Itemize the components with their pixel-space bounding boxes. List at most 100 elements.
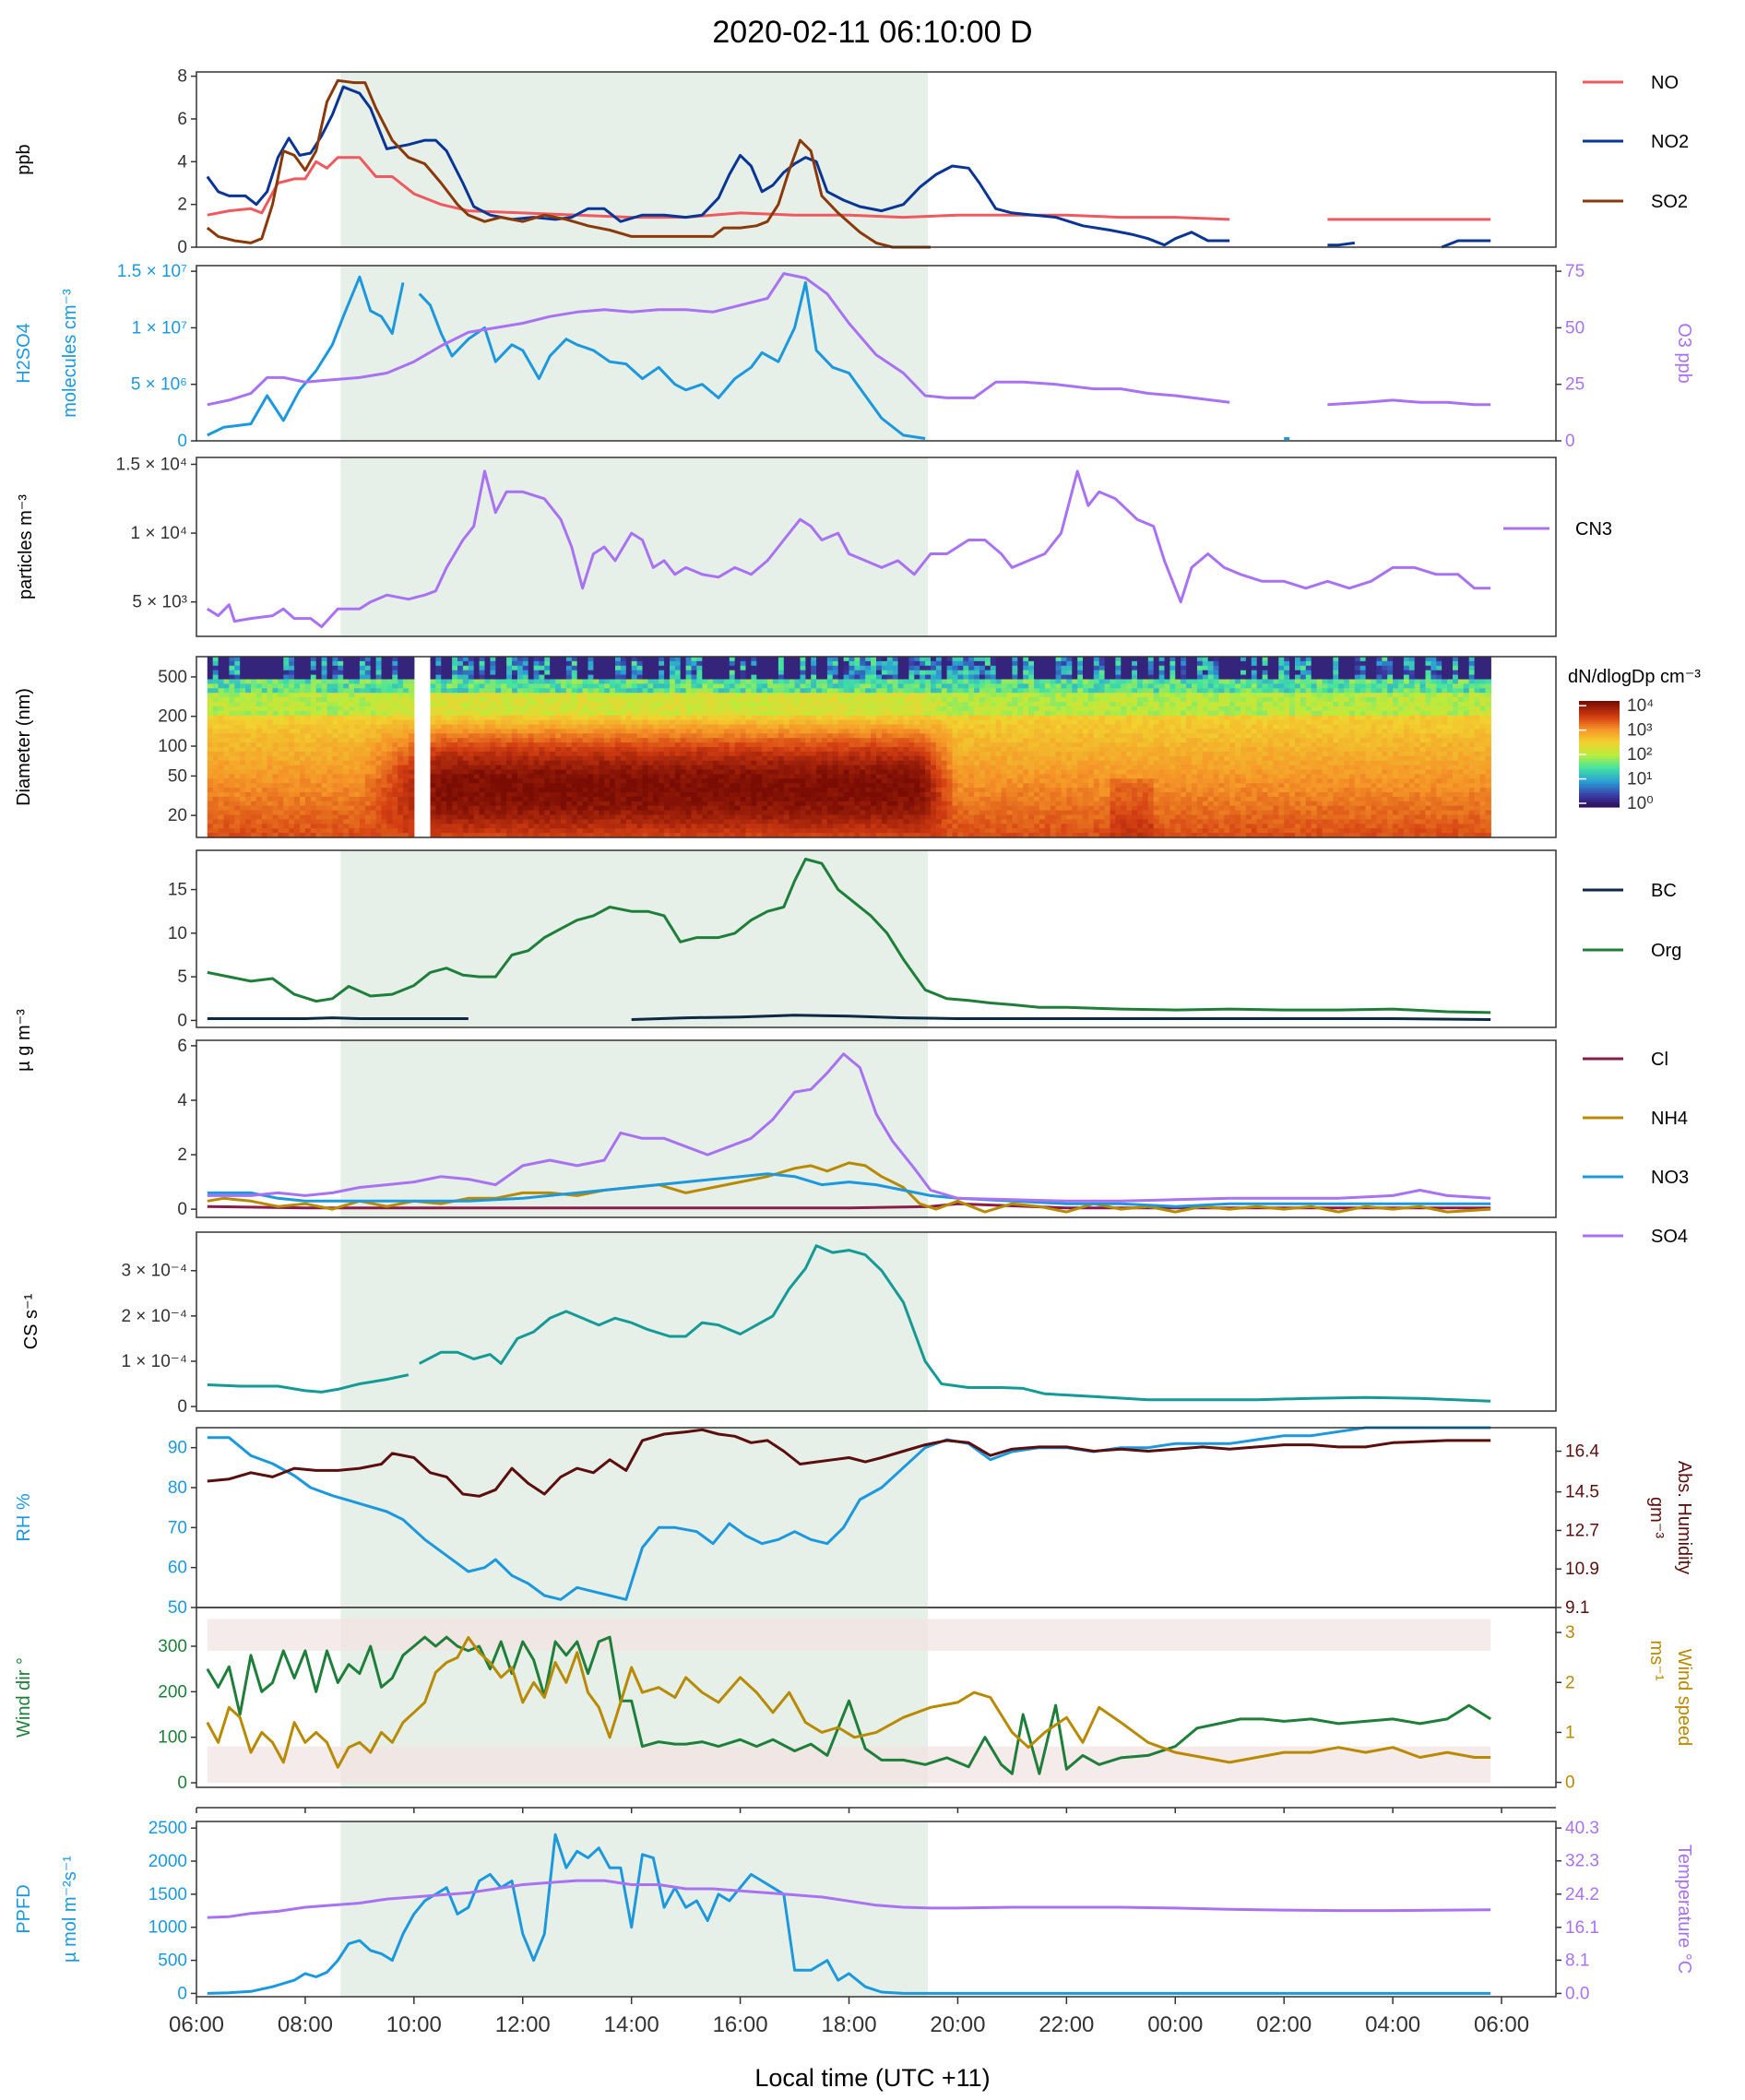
heatmap-cell (403, 805, 410, 812)
heatmap-cell (234, 805, 241, 812)
heatmap-cell (691, 724, 697, 730)
heatmap-cell (435, 688, 442, 694)
heatmap-cell (816, 719, 823, 726)
heatmap-cell (740, 774, 747, 779)
heatmap-cell (876, 774, 883, 779)
heatmap-cell (865, 674, 872, 681)
heatmap-cell (533, 724, 540, 730)
heatmap-cell (713, 697, 719, 703)
heatmap-cell (702, 674, 708, 681)
heatmap-cell (696, 778, 703, 784)
heatmap-cell (800, 769, 806, 775)
heatmap-cell (849, 755, 855, 762)
heatmap-cell (670, 688, 676, 694)
heatmap-cell (343, 788, 350, 793)
heatmap-cell (588, 819, 594, 825)
heatmap-cell (479, 833, 486, 838)
heatmap-cell (886, 765, 894, 771)
heatmap-cell (533, 801, 540, 807)
heatmap-cell (599, 724, 605, 730)
heatmap-cell (408, 783, 415, 789)
heatmap-cell (865, 778, 872, 784)
heatmap-cell (403, 755, 410, 762)
heatmap-cell (756, 801, 763, 807)
heatmap-cell (674, 715, 682, 721)
heatmap-cell (321, 738, 328, 743)
heatmap-cell (685, 805, 693, 812)
heatmap-cell (354, 715, 361, 721)
heatmap-cell (794, 819, 801, 825)
heatmap-cell (555, 706, 562, 712)
heatmap-cell (501, 738, 507, 743)
heatmap-cell (272, 710, 279, 717)
heatmap-cell (740, 765, 747, 771)
heatmap-cell (398, 788, 404, 793)
heatmap-cell (490, 755, 496, 762)
heatmap-cell (544, 674, 551, 681)
heatmap-cell (620, 693, 627, 698)
heatmap-cell (751, 710, 757, 717)
heatmap-cell (615, 702, 622, 707)
heatmap-cell (234, 724, 241, 730)
heatmap-cell (528, 751, 535, 757)
heatmap-cell (745, 833, 752, 838)
heatmap-cell (283, 674, 290, 681)
heatmap-cell (386, 706, 393, 712)
heatmap-cell (876, 792, 883, 798)
heatmap-cell (310, 796, 317, 802)
heatmap-cell (343, 814, 350, 820)
heatmap-cell (359, 778, 366, 784)
heatmap-cell (364, 760, 372, 766)
heatmap-cell (702, 715, 708, 721)
heatmap-cell (468, 788, 475, 793)
heatmap-cell (479, 688, 486, 694)
heatmap-cell (539, 670, 545, 676)
heatmap-cell (642, 657, 648, 662)
heatmap-cell (702, 760, 708, 766)
heatmap-cell (245, 674, 252, 681)
heatmap-cell (218, 706, 225, 712)
heatmap-cell (375, 733, 383, 739)
heatmap-cell (359, 788, 366, 793)
heatmap-cell (539, 719, 545, 726)
heatmap-cell (550, 828, 556, 834)
heatmap-cell (223, 657, 230, 662)
heatmap-cell (685, 774, 693, 779)
heatmap-cell (354, 657, 361, 662)
heatmap-cell (816, 792, 823, 798)
heatmap-cell (588, 801, 594, 807)
heatmap-cell (762, 688, 768, 694)
heatmap-cell (723, 683, 730, 689)
heatmap-cell (849, 760, 855, 766)
heatmap-cell (588, 778, 594, 784)
heatmap-cell (223, 679, 230, 684)
heatmap-cell (479, 719, 486, 726)
heatmap-cell (664, 755, 671, 762)
heatmap-cell (349, 760, 355, 766)
heatmap-cell (490, 751, 496, 757)
heatmap-cell (430, 693, 436, 698)
heatmap-cell (315, 819, 323, 825)
heatmap-cell (321, 805, 328, 812)
heatmap-cell (370, 715, 377, 721)
heatmap-cell (691, 792, 697, 798)
heatmap-cell (625, 783, 633, 789)
heatmap-cell (512, 679, 518, 684)
heatmap-cell (468, 693, 475, 698)
heatmap-cell (321, 674, 328, 681)
heatmap-cell (876, 805, 883, 812)
heatmap-cell (261, 697, 268, 703)
heatmap-cell (826, 729, 834, 734)
heatmap-cell (822, 796, 828, 802)
heatmap-cell (272, 688, 279, 694)
heatmap-cell (865, 751, 872, 757)
heatmap-cell (310, 670, 317, 676)
heatmap-cell (310, 674, 317, 681)
heatmap-cell (289, 792, 295, 798)
heatmap-cell (555, 670, 562, 676)
heatmap-cell (789, 724, 796, 730)
heatmap-cell (664, 824, 671, 829)
heatmap-cell (446, 688, 453, 694)
heatmap-cell (392, 814, 398, 820)
heatmap-cell (375, 674, 383, 681)
